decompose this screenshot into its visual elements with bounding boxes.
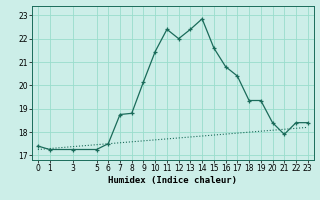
X-axis label: Humidex (Indice chaleur): Humidex (Indice chaleur) — [108, 176, 237, 185]
